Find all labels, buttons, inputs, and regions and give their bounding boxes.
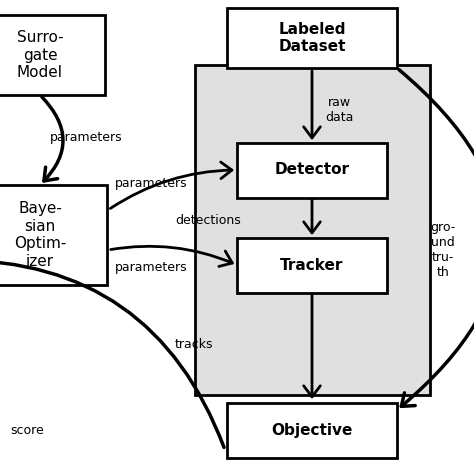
Text: Baye-
sian
Optim-
izer: Baye- sian Optim- izer — [14, 201, 66, 269]
Text: detections: detections — [175, 213, 241, 227]
Text: Surro-
gate
Model: Surro- gate Model — [17, 30, 64, 80]
Text: parameters: parameters — [115, 176, 188, 190]
Text: parameters: parameters — [115, 262, 188, 274]
FancyArrowPatch shape — [110, 162, 232, 209]
Bar — [195, 65, 430, 395]
Bar — [227, 402, 397, 457]
FancyArrowPatch shape — [0, 252, 224, 447]
Text: Tracker: Tracker — [280, 257, 344, 273]
Text: raw
data: raw data — [325, 96, 354, 124]
Text: Labeled
Dataset: Labeled Dataset — [278, 22, 346, 54]
Text: score: score — [10, 423, 44, 437]
Bar — [227, 8, 397, 68]
Bar — [0, 185, 108, 285]
Text: Objective: Objective — [271, 422, 353, 438]
Bar — [237, 237, 387, 292]
FancyArrowPatch shape — [304, 200, 320, 233]
Text: parameters: parameters — [50, 131, 123, 145]
FancyArrowPatch shape — [111, 246, 232, 266]
Text: gro-
und
tru-
th: gro- und tru- th — [430, 221, 455, 279]
Text: tracks: tracks — [175, 338, 213, 352]
FancyArrowPatch shape — [399, 70, 474, 406]
FancyArrowPatch shape — [304, 71, 320, 138]
FancyArrowPatch shape — [42, 97, 63, 181]
FancyArrowPatch shape — [304, 295, 320, 397]
Bar — [237, 143, 387, 198]
Text: Detector: Detector — [274, 163, 349, 177]
Bar — [0, 15, 105, 95]
